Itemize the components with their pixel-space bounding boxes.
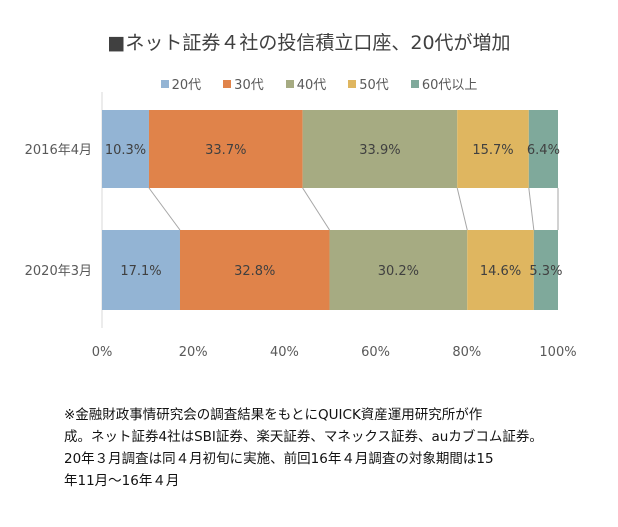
data-label: 6.4% xyxy=(527,143,560,158)
legend-swatch xyxy=(160,79,169,88)
data-label: 5.3% xyxy=(529,264,562,279)
data-label: 17.1% xyxy=(120,264,161,279)
bar-segment xyxy=(179,230,330,310)
bar-segment xyxy=(102,230,180,310)
series-line xyxy=(148,187,181,231)
legend-label: 50代 xyxy=(359,78,389,93)
category-label: 2020年3月 xyxy=(25,264,92,279)
series-line xyxy=(456,187,468,231)
bar-segment xyxy=(533,230,558,310)
x-tick-label: 80% xyxy=(452,345,481,360)
bar-segment xyxy=(528,110,558,188)
x-tick-label: 0% xyxy=(92,345,113,360)
data-label: 10.3% xyxy=(105,143,146,158)
x-tick-label: 60% xyxy=(361,345,390,360)
legend-swatch xyxy=(348,79,357,88)
data-label: 14.6% xyxy=(480,264,521,279)
bar-segment xyxy=(102,110,149,188)
x-tick-label: 20% xyxy=(179,345,208,360)
data-label: 30.2% xyxy=(378,264,419,279)
footnote-line: ※金融財政事情研究会の調査結果をもとにQUICK資産運用研究所が作 xyxy=(64,407,483,423)
bar-segment xyxy=(329,230,468,310)
bar-segment xyxy=(457,110,529,188)
bar-segment xyxy=(302,110,458,188)
legend-label: 60代以上 xyxy=(421,78,478,93)
legend-item: 50代 xyxy=(348,74,389,93)
legend-swatch xyxy=(223,79,232,88)
footnote-line: 成。ネット証券4社はSBI証券、楽天証券、マネックス証券、auカブコム証券。 xyxy=(64,429,543,445)
footnote-line: 20年３月調査は同４月初旬に実施、前回16年４月調査の対象期間は15 xyxy=(64,451,494,467)
legend: 20代 30代 40代 50代 60代以上 xyxy=(0,74,618,93)
legend-item: 20代 xyxy=(160,74,202,93)
bar-segment xyxy=(467,230,534,310)
legend-swatch xyxy=(410,79,419,88)
x-tick-label: 40% xyxy=(270,345,299,360)
legend-label: 20代 xyxy=(171,78,202,93)
legend-label: 30代 xyxy=(234,78,264,93)
category-label: 2016年4月 xyxy=(25,143,92,158)
data-label: 33.9% xyxy=(359,143,400,158)
bar-segment xyxy=(148,110,303,188)
legend-item: 30代 xyxy=(223,74,264,93)
x-tick-label: 100% xyxy=(539,345,576,360)
data-label: 33.7% xyxy=(205,143,246,158)
series-line xyxy=(528,187,535,231)
plot-area: 0% 20% 40% 60% 80% 100% 2016年4月 10.3% 33.7% 33.9%… xyxy=(25,92,577,360)
series-line xyxy=(302,187,330,231)
legend-item: 60代以上 xyxy=(410,74,478,93)
footnote: ※金融財政事情研究会の調査結果をもとにQUICK資産運用研究所が作 成。ネット証… xyxy=(64,404,584,492)
legend-swatch xyxy=(285,79,294,88)
legend-label: 40代 xyxy=(296,78,327,93)
footnote-line: 年11月～16年４月 xyxy=(64,473,180,489)
chart-title: ■ネット証券４社の投信積立口座、20代が増加 xyxy=(107,32,511,54)
data-label: 32.8% xyxy=(234,264,275,279)
data-label: 15.7% xyxy=(472,143,513,158)
legend-item: 40代 xyxy=(285,74,327,93)
